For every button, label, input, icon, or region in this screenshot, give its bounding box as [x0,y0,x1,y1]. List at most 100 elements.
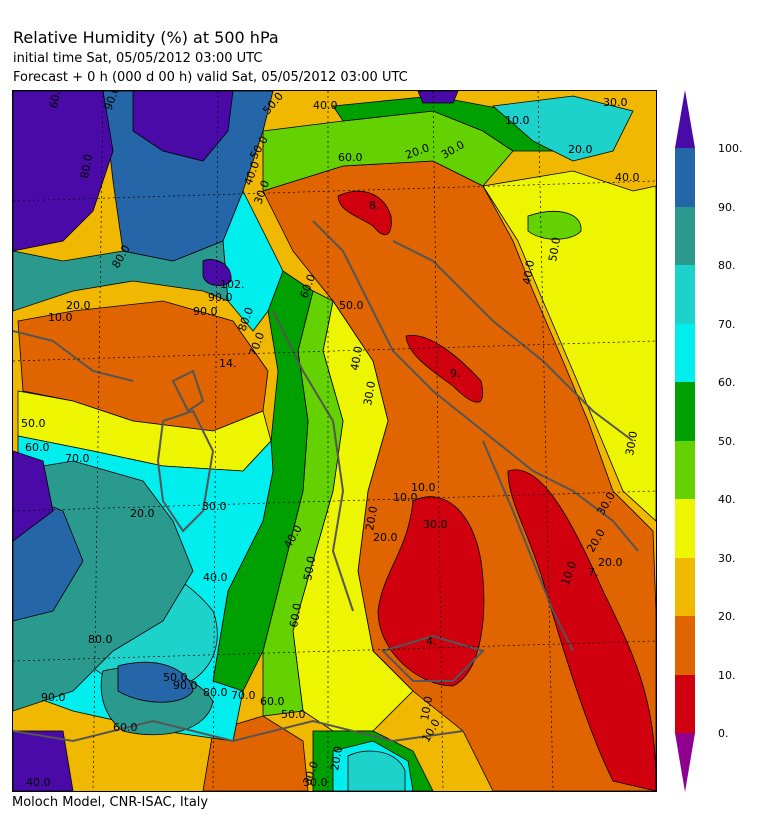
colorbar-band-90-100 [675,148,695,207]
contour-label: 40.0 [26,776,51,789]
contour-label: 60.0 [113,721,138,734]
colorbar-label-60: 60. [718,376,736,389]
contour-label: 60.0 [338,151,363,164]
colorbar-label-90: 90. [718,201,736,214]
contour-label: 90.0 [41,691,66,704]
field-over-100-west [13,450,54,542]
contour-label: 30.0 [423,518,448,531]
colorbar-band-50-60 [675,382,695,441]
chart-title: Relative Humidity (%) at 500 hPa [13,28,279,47]
contour-label: 90.0 [193,305,218,318]
extrema-label-layer: 8. 9. 14. 4. 7. 102. [219,199,599,648]
coastline-balkans [482,440,574,652]
contour-label: 50.0 [546,236,563,262]
colorbar-label-40: 40. [718,493,736,506]
colorbar-band-30-40 [675,499,695,558]
contour-label: 30.0 [202,500,227,513]
coastline-corsica [171,369,205,413]
coastline-africa [13,719,464,743]
contour-label: 50.0 [21,417,46,430]
colorbar-label-30: 30. [718,552,736,565]
contour-label: 10.0 [393,491,418,504]
contour-label: 20.0 [328,745,345,771]
field-0-10-core-4 [507,469,656,791]
contour-label: 10.0 [418,695,435,721]
field-0-10-core-3 [377,496,485,687]
contour-label: 20.0 [598,556,623,569]
initial-time: initial time Sat, 05/05/2012 03:00 UTC [13,51,263,66]
contour-label: 50.0 [281,708,306,721]
contour-label: 40.0 [348,345,365,371]
colorbar-band-20-30 [675,558,695,616]
contour-label: 70.0 [231,689,256,702]
coastline-italy [312,220,639,552]
extremum-label: 102. [220,278,245,291]
colorbar-label-10: 10. [718,669,736,682]
colorbar-label-80: 80. [718,259,736,272]
field-40-50-patch [527,211,582,240]
coastline-tyrrhenian [272,310,354,612]
colorbar-label-0: 0. [718,727,729,740]
field-80-90-northwest [13,240,229,312]
contour-label: 90.0 [173,679,198,692]
field-over-100-south [13,730,74,791]
colorbar-over-arrow [675,90,695,148]
colorbar-band-60-70 [675,324,695,382]
color-fill-layers [13,91,656,791]
contour-label: 40.0 [313,99,338,112]
contour-label: 60.0 [287,602,304,628]
contour-label: 10.0 [48,311,73,324]
contour-label: 80.0 [88,633,113,646]
contour-label: 40.0 [615,171,640,184]
extremum-label: 14. [219,357,237,370]
coastline-sardinia [156,409,215,533]
contour-label: 10.0 [505,114,530,127]
colorbar [673,88,697,794]
extremum-label: 9. [450,367,461,380]
field-0-10-core-2 [405,334,483,403]
contour-label: 60.0 [47,91,64,110]
colorbar-band-10-20 [675,616,695,675]
contour-label: 30.0 [623,430,640,456]
field-70-80-north [492,95,634,162]
field-over-100-northwest [13,91,114,252]
humidity-map: 60.0 90.0 80.0 50.0 40.0 30.0 20.0 10.0 20.0 30.0… [12,90,657,792]
model-credit: Moloch Model, CNR-ISAC, Italy [12,795,209,810]
contour-label: 30.0 [361,380,378,406]
contour-label: 70.0 [247,331,268,358]
extremum-label: 7. [588,566,599,579]
coastline-sicily [381,634,485,682]
contour-label: 40.0 [520,259,537,285]
field-0-10-core-1 [337,190,392,236]
forecast-valid-time: Forecast + 0 h (000 d 00 h) valid Sat, 0… [13,70,408,85]
graticule [13,91,656,791]
contour-label: 20.0 [568,143,593,156]
coastline-spain [13,330,134,382]
contour-label: 30.0 [603,96,628,109]
contour-label: 80.0 [78,153,95,179]
contour-label: 20.0 [363,505,380,531]
contour-label: 30.0 [303,776,328,789]
field-70-80-south [347,750,406,791]
contour-label: 20.0 [373,531,398,544]
contour-label: 70.0 [65,452,90,465]
extremum-label: 8. [369,199,380,212]
contour-label: 40.0 [203,571,228,584]
colorbar-band-70-80 [675,265,695,324]
field-30-40-east [482,170,656,522]
contour-label: 20.0 [130,507,155,520]
field-90-100-southwest [117,661,194,703]
coastline-adriatic [392,240,634,442]
contour-label: 50.0 [339,299,364,312]
contour-label: 60.0 [25,441,50,454]
colorbar-band-80-90 [675,207,695,265]
colorbar-label-50: 50. [718,435,736,448]
colorbar-label-20: 20. [718,610,736,623]
contour-label: 50.0 [301,555,318,581]
field-over-100-top [417,91,459,104]
contour-label: 60.0 [260,695,285,708]
field-over-100-north [132,91,234,162]
colorbar-band-0-10 [675,675,695,733]
contour-label: 50.0 [163,671,188,684]
contour-label: 90.0 [208,291,233,304]
